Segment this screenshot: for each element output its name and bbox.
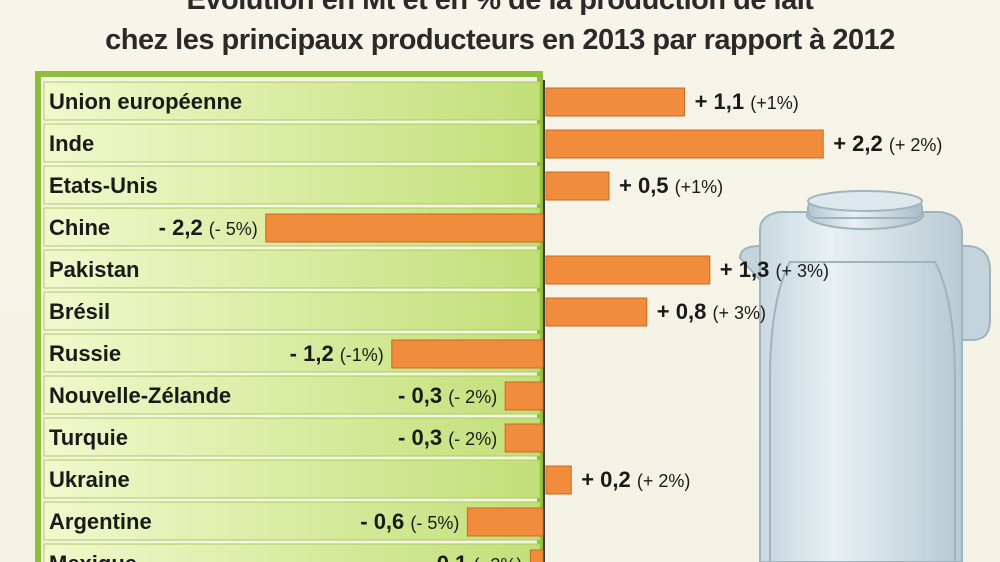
bar [545,171,610,201]
bar [265,213,544,243]
row-band [43,459,541,499]
category-label: Russie [49,341,121,366]
bar [545,87,686,117]
value-label: - 0,1 (- 3%) [423,551,522,562]
value-label: + 0,5 (+1%) [619,173,723,198]
value-label: + 0,8 (+ 3%) [657,299,766,324]
category-label: Ukraine [49,467,130,492]
row-band [43,249,541,289]
value-label: + 1,3 (+ 3%) [720,257,829,282]
category-label: Inde [49,131,94,156]
chart-title-line2: chez les principaux producteurs en 2013 … [105,24,895,56]
row-band [43,123,541,163]
value-label: + 0,2 (+ 2%) [581,467,690,492]
bar [545,129,824,159]
bar [466,507,544,537]
value-label: - 0,3 (- 2%) [398,425,497,450]
bar [504,423,544,453]
chart-title-line1: Évolution en Mt et en % de la production… [186,0,814,16]
category-label: Mexique [49,551,137,562]
category-label: Argentine [49,509,152,534]
value-label: + 1,1 (+1%) [695,89,799,114]
value-label: - 1,2 (-1%) [290,341,384,366]
category-label: Turquie [49,425,128,450]
row-band [43,81,541,121]
bar [545,255,711,285]
value-label: - 0,3 (- 2%) [398,383,497,408]
category-label: Nouvelle-Zélande [49,383,231,408]
milk-can-illustration [738,190,991,562]
row-band [43,501,541,541]
value-label: - 0,6 (- 5%) [360,509,459,534]
category-label: Union européenne [49,89,242,114]
bar [391,339,544,369]
row-band [43,543,541,562]
category-label: Pakistan [49,257,140,282]
row-band [43,417,541,457]
bar [504,381,544,411]
bar [545,297,648,327]
category-label: Brésil [49,299,110,324]
bar [545,465,572,495]
category-label: Etats-Unis [49,173,158,198]
row-band [43,165,541,205]
category-label: Chine [49,215,110,240]
value-label: + 2,2 (+ 2%) [833,131,942,156]
row-band [43,375,541,415]
bar [529,549,544,562]
value-label: - 2,2 (- 5%) [159,215,258,240]
row-band [43,291,541,331]
